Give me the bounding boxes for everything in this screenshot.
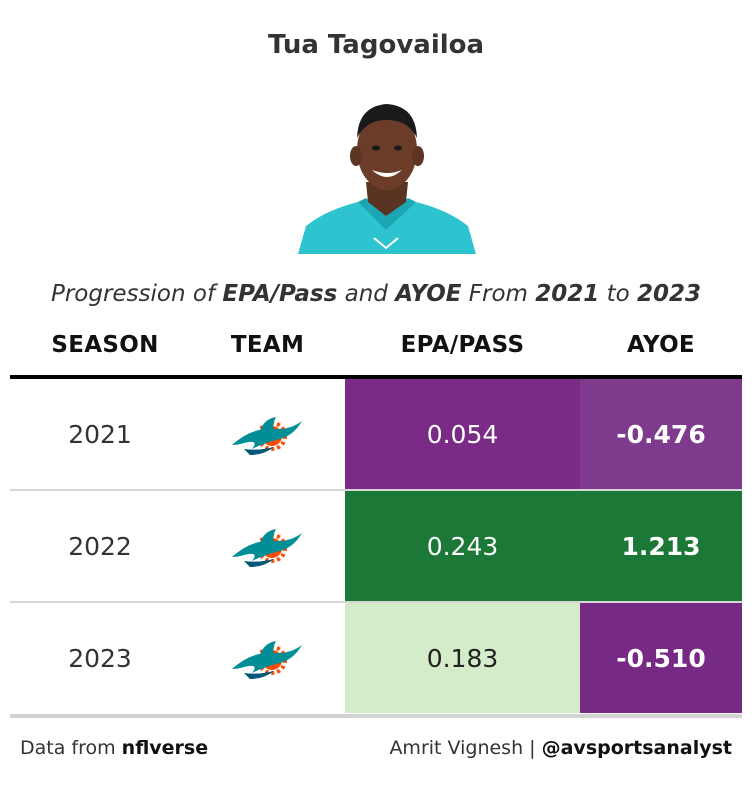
player-headshot bbox=[298, 104, 476, 254]
table-row: 2022 0.243 1.213 bbox=[10, 491, 742, 601]
season-cell: 2022 bbox=[68, 531, 132, 561]
author-credit: Amrit Vignesh | @avsportsanalyst bbox=[389, 737, 732, 759]
epa-cell: 0.243 bbox=[345, 491, 580, 601]
ayoe-cell: 1.213 bbox=[580, 491, 742, 601]
row-divider bbox=[10, 601, 742, 603]
epa-cell: 0.054 bbox=[345, 379, 580, 489]
dolphins-logo-icon bbox=[190, 603, 345, 713]
row-divider bbox=[10, 489, 742, 491]
data-source-credit: Data from nflverse bbox=[20, 737, 209, 759]
chart-title: Tua Tagovailoa bbox=[267, 30, 485, 60]
ayoe-cell: -0.510 bbox=[580, 603, 742, 713]
header-season: SEASON bbox=[51, 332, 159, 358]
dolphins-logo-icon bbox=[190, 379, 345, 489]
header-ayoe: AYOE bbox=[627, 332, 695, 358]
table-row: 2023 0.183 -0.510 bbox=[10, 603, 742, 713]
footer-rule bbox=[10, 714, 742, 718]
table-row: 2021 0.054 -0.476 bbox=[10, 379, 742, 489]
season-cell: 2021 bbox=[68, 419, 132, 449]
chart-subtitle: Progression of EPA/Pass and AYOE From 20… bbox=[50, 281, 702, 307]
epa-cell: 0.183 bbox=[345, 603, 580, 713]
header-team: TEAM bbox=[230, 332, 305, 358]
ayoe-cell: -0.476 bbox=[580, 379, 742, 489]
header-epa: EPA/PASS bbox=[400, 332, 525, 358]
header-rule bbox=[10, 375, 742, 379]
dolphins-logo-icon bbox=[190, 491, 345, 601]
season-cell: 2023 bbox=[68, 643, 132, 673]
